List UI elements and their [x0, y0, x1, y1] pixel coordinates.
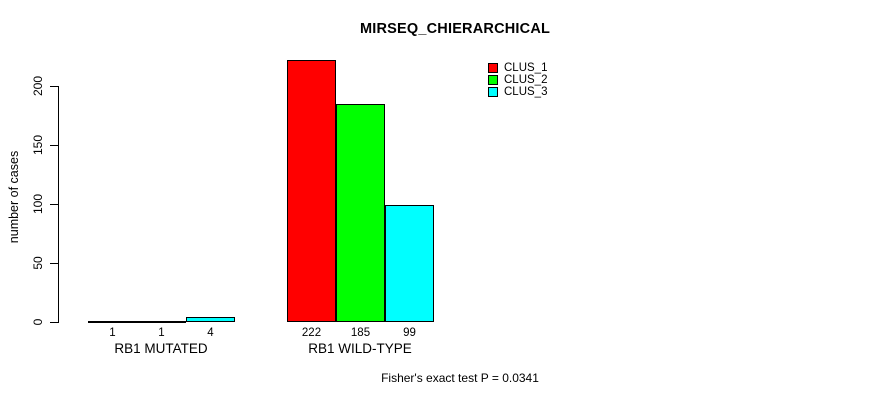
fisher-test-annotation: Fisher's exact test P = 0.0341	[381, 371, 539, 385]
legend-item-clus-1: CLUS_1	[488, 62, 547, 74]
bar-clus_3-group2	[385, 205, 434, 322]
y-axis-tick-label-text: 50	[31, 256, 45, 270]
y-axis-line	[58, 86, 59, 323]
y-axis-tick	[50, 145, 58, 146]
legend-item-clus-2: CLUS_2	[488, 74, 547, 86]
legend-label-clus-1: CLUS_1	[504, 62, 548, 74]
y-axis-tick-label-text: 0	[31, 318, 45, 326]
bar-value-label: 4	[207, 327, 214, 339]
bar-value-label: 222	[301, 327, 322, 339]
bar-value-label: 99	[403, 327, 416, 339]
chart-title: MIRSEQ_CHIERARCHICAL	[359, 21, 551, 37]
legend-label-clus-3: CLUS_3	[504, 86, 548, 98]
legend-swatch-clus-2	[488, 75, 498, 85]
bar-value-label: 1	[109, 327, 116, 339]
bar-clus_2-group2	[336, 103, 385, 322]
legend-swatch-clus-1	[488, 63, 498, 73]
x-category-label-rb1-wild-type: RB1 WILD-TYPE	[308, 341, 412, 356]
y-axis-tick	[50, 263, 58, 264]
y-axis-tick	[50, 86, 58, 87]
bar-clus_3-group1	[186, 317, 235, 322]
bar-clus_1-group2	[287, 60, 336, 322]
bar-clus_2-group1	[137, 320, 186, 323]
legend-swatch-clus-3	[488, 87, 498, 97]
legend-label-clus-2: CLUS_2	[504, 74, 548, 86]
x-category-label-rb1-mutated: RB1 MUTATED	[114, 341, 208, 356]
bar-value-label: 185	[350, 327, 371, 339]
legend-item-clus-3: CLUS_3	[488, 86, 547, 98]
legend: CLUS_1 CLUS_2 CLUS_3	[488, 62, 547, 98]
y-axis-tick-label-text: 100	[31, 193, 45, 215]
bar-clus_1-group1	[88, 320, 137, 323]
y-axis-tick-label-text: 150	[31, 134, 45, 156]
y-axis-tick	[50, 322, 58, 323]
y-axis-tick	[50, 204, 58, 205]
bar-value-label: 1	[158, 327, 165, 339]
y-axis-tick-label-text: 200	[31, 75, 45, 97]
